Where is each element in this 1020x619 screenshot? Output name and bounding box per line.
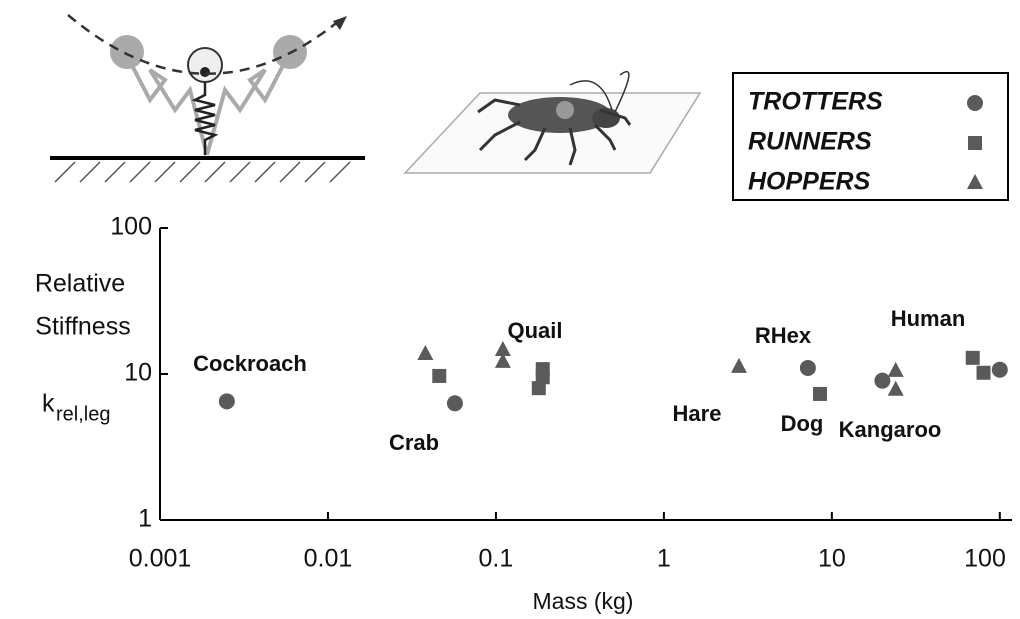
point bbox=[535, 362, 550, 377]
y-tick-label: 100 bbox=[110, 213, 152, 241]
legend-label: RUNNERS bbox=[748, 128, 872, 156]
cockroach-illustration bbox=[403, 70, 702, 174]
spring-mass-illustration bbox=[50, 14, 365, 183]
point bbox=[874, 372, 891, 389]
legend-label: TROTTERS bbox=[748, 88, 883, 116]
point bbox=[446, 395, 463, 412]
point bbox=[799, 359, 816, 376]
point bbox=[218, 393, 235, 410]
x-axis-title: Mass (kg) bbox=[533, 588, 634, 614]
legend-marker bbox=[967, 95, 983, 111]
point bbox=[976, 365, 991, 380]
point bbox=[432, 368, 447, 383]
y-axis-symbol: k bbox=[42, 390, 55, 418]
y-axis-subscript: rel,leg bbox=[56, 403, 110, 425]
y-tick-label: 10 bbox=[124, 359, 152, 387]
point-annotation: Cockroach bbox=[193, 351, 307, 376]
x-tick-label: 0.01 bbox=[304, 545, 353, 573]
point-annotation: Crab bbox=[389, 430, 439, 455]
legend-box bbox=[732, 72, 1009, 201]
x-tick-label: 100 bbox=[964, 545, 1006, 573]
legend-label: HOPPERS bbox=[748, 168, 871, 196]
point bbox=[965, 350, 980, 365]
point bbox=[417, 345, 434, 361]
point-annotation: RHex bbox=[755, 323, 812, 348]
y-axis-title: Relative bbox=[35, 270, 125, 298]
point bbox=[887, 380, 904, 396]
y-tick-label: 1 bbox=[138, 505, 152, 533]
x-tick-label: 0.1 bbox=[479, 545, 514, 573]
point-annotation: Quail bbox=[507, 318, 562, 343]
x-tick-label: 1 bbox=[657, 545, 671, 573]
point-annotation: Dog bbox=[781, 411, 824, 436]
point bbox=[887, 361, 904, 377]
x-tick-label: 0.001 bbox=[129, 545, 192, 573]
point bbox=[730, 357, 747, 373]
legend-marker bbox=[968, 136, 982, 150]
point bbox=[812, 386, 827, 401]
point bbox=[991, 361, 1008, 378]
point-annotation: Human bbox=[891, 306, 966, 331]
y-axis-title: Stiffness bbox=[35, 313, 130, 341]
point bbox=[494, 341, 511, 357]
point-annotation: Hare bbox=[673, 401, 722, 426]
point bbox=[494, 352, 511, 368]
legend-marker bbox=[967, 174, 983, 189]
point bbox=[531, 381, 546, 396]
point-annotation: Kangaroo bbox=[839, 417, 942, 442]
x-tick-label: 10 bbox=[818, 545, 846, 573]
